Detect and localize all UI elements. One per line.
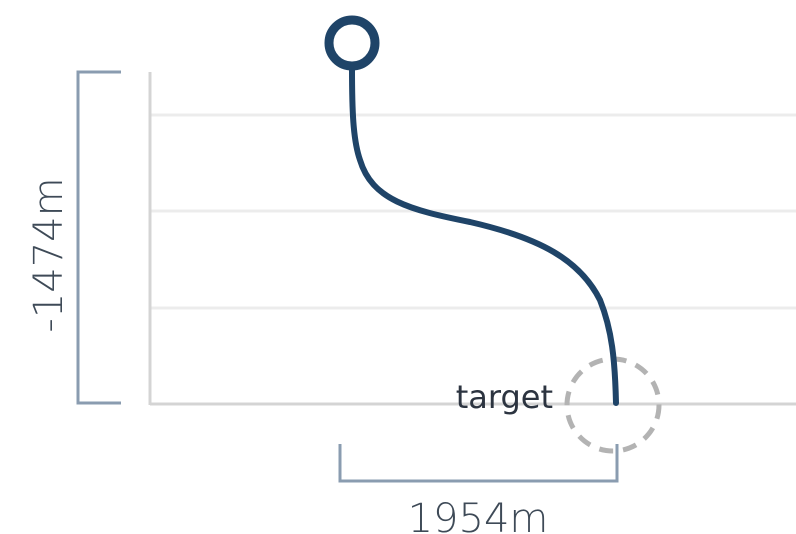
horizontal-dimension-label: 1954m bbox=[408, 496, 549, 534]
target-label: target bbox=[456, 378, 553, 416]
vertical-dimension-bracket bbox=[76, 70, 121, 405]
gridlines bbox=[150, 113, 796, 310]
horizontal-dimension-bracket bbox=[338, 444, 619, 483]
trajectory-path bbox=[349, 65, 619, 406]
vertical-dimension-label: -1474m bbox=[26, 177, 72, 332]
start-marker-icon bbox=[324, 15, 380, 71]
